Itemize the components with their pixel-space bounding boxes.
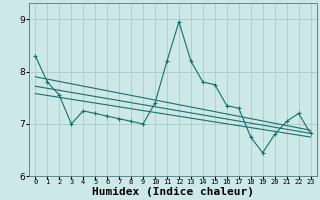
X-axis label: Humidex (Indice chaleur): Humidex (Indice chaleur) bbox=[92, 186, 254, 197]
